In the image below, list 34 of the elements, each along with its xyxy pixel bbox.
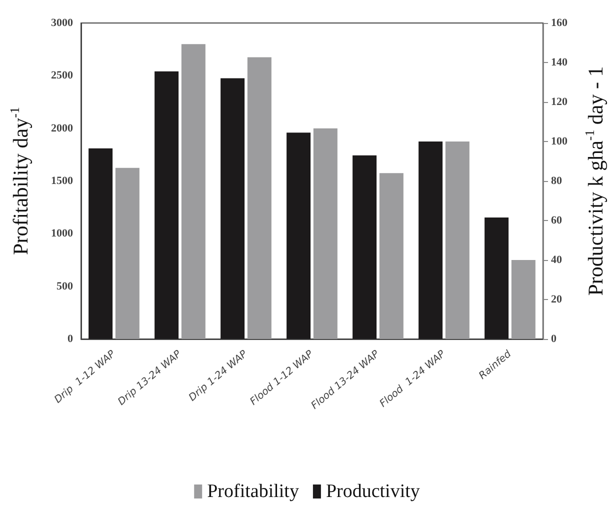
y2-tick-label: 0 xyxy=(551,333,557,345)
y2-tick-label: 20 xyxy=(551,294,562,306)
bar xyxy=(313,128,338,339)
y-tick-label: 500 xyxy=(56,280,74,292)
y-tick-label: 1500 xyxy=(51,175,74,187)
y2-tick-label: 100 xyxy=(551,136,568,148)
y-tick-label: 3000 xyxy=(51,17,74,29)
y-tick-label: 0 xyxy=(68,333,74,345)
bar xyxy=(220,78,245,339)
y2-axis-title: Productivity k gha-1 day - 1 xyxy=(582,66,608,296)
bar xyxy=(247,57,272,339)
y2-tick-label: 120 xyxy=(551,96,568,108)
bar xyxy=(418,142,443,339)
y2-tick-label: 160 xyxy=(551,17,568,29)
bar xyxy=(484,218,509,339)
y2-tick-label: 60 xyxy=(551,214,562,226)
y2-tick-label: 40 xyxy=(551,254,562,266)
y2-tick-label: 80 xyxy=(551,175,562,187)
y2-tick-label: 140 xyxy=(551,56,568,68)
y-axis-title: Profitability day-1 xyxy=(7,107,32,255)
y-tick-label: 2500 xyxy=(51,70,74,82)
bar xyxy=(286,132,311,339)
y-tick-label: 2000 xyxy=(51,122,74,134)
bar xyxy=(445,142,470,339)
bar xyxy=(379,173,404,339)
y-tick-label: 1000 xyxy=(51,228,74,240)
bar xyxy=(88,148,113,339)
bar xyxy=(115,168,140,339)
bar xyxy=(511,260,536,339)
bar xyxy=(181,44,206,339)
bar xyxy=(154,71,179,339)
legend-label: Profitability xyxy=(207,481,300,502)
bar xyxy=(352,155,377,339)
legend-label: Productivity xyxy=(326,481,420,502)
